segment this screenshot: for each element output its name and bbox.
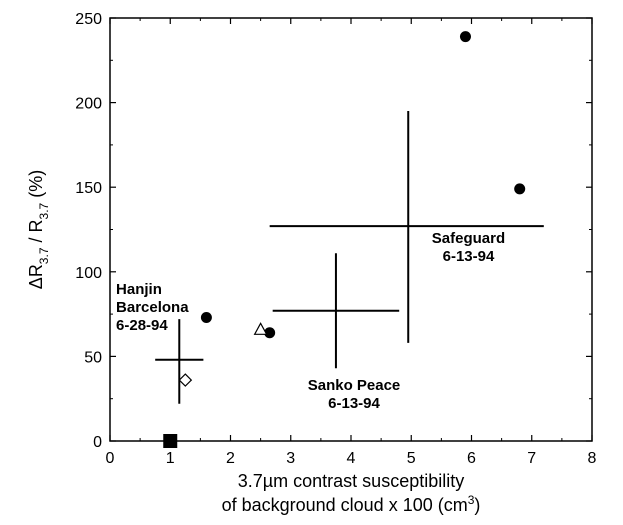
y-tick-label: 200: [75, 96, 102, 113]
x-axis-label-line1: 3.7µm contrast susceptibility: [238, 471, 464, 491]
y-axis-label-part: (%): [26, 170, 46, 203]
x-tick-label: 6: [467, 450, 476, 467]
x-tick-label: 2: [226, 450, 235, 467]
x-axis-label-line2: of background cloud x 100 (cm3): [222, 493, 481, 515]
annotation-line: Barcelona: [116, 299, 189, 316]
y-tick-label: 100: [75, 265, 102, 282]
annotation-line: Hanjin: [116, 281, 162, 298]
annotation-line: 6-13-94: [443, 248, 495, 265]
open-diamond-point: [178, 373, 193, 387]
y-tick-label: 150: [75, 180, 102, 197]
annotation-line: Safeguard: [432, 230, 505, 247]
y-tick-label: 250: [75, 11, 102, 28]
filled-square-point: [163, 434, 178, 448]
filled-circle-point: [264, 327, 276, 339]
y-axis-label: ΔR3.7 / R3.7 (%): [26, 170, 51, 289]
annotation-line: Sanko Peace: [308, 377, 401, 394]
axis-ticks: 0 1 2 3 4 5 6 7 8 0 50 100 150 200 250: [75, 11, 596, 467]
annotation-line: 6-13-94: [328, 395, 380, 412]
x-axis-label-text: ): [474, 495, 480, 515]
x-axis-label-text: of background cloud x 100 (cm: [222, 495, 468, 515]
x-tick-label: 0: [106, 450, 115, 467]
y-axis-label-part: ΔR: [26, 264, 46, 289]
filled-circle-point: [200, 311, 212, 323]
y-axis-label-part: 3.7: [37, 247, 51, 264]
data-points: [163, 31, 526, 448]
y-axis-label-part: / R: [26, 219, 46, 247]
x-tick-label: 8: [588, 450, 597, 467]
x-tick-label: 4: [347, 450, 356, 467]
annotation-line: 6-28-94: [116, 317, 168, 334]
y-axis-label-part: 3.7: [37, 202, 51, 219]
x-tick-label: 5: [407, 450, 416, 467]
x-tick-label: 1: [166, 450, 175, 467]
open-triangle-point: [253, 322, 268, 335]
annotation-label: Safeguard 6-13-94: [432, 230, 505, 265]
filled-circle-point: [514, 183, 526, 195]
y-tick-label: 50: [84, 349, 102, 366]
error-crosses: [155, 111, 544, 404]
x-axis-label-superscript: 3: [468, 493, 475, 507]
annotation-label: Sanko Peace 6-13-94: [308, 377, 401, 412]
x-tick-label: 3: [286, 450, 295, 467]
annotation-label: Hanjin Barcelona 6-28-94: [116, 281, 189, 334]
x-tick-label: 7: [527, 450, 536, 467]
filled-circle-point: [459, 31, 471, 43]
y-tick-label: 0: [93, 434, 102, 451]
